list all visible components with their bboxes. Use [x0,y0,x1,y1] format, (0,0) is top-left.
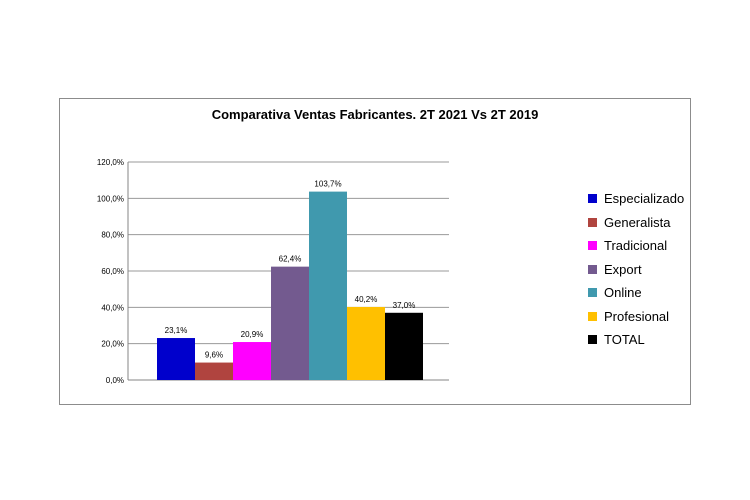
chart-legend: Especializado Generalista Tradicional Expor… [588,187,684,352]
legend-swatch [588,217,597,227]
bar-generalista [195,362,233,380]
legend-swatch [588,335,597,345]
data-label: 23,1% [165,326,188,335]
bar-total [385,312,423,380]
data-label: 103,7% [314,180,341,189]
legend-label: Export [604,261,642,277]
y-tick-label: 60,0% [101,267,124,276]
data-label: 37,0% [393,301,416,310]
bar-export [271,266,309,380]
legend-item: Profesional [588,305,684,329]
bar-chart-plot: 0,0% 20,0% 40,0% 60,0% 80,0% 100,0% 120,0% 23,1… [97,158,449,385]
legend-label: Online [604,285,642,301]
legend-swatch [588,241,597,251]
legend-label: TOTAL [604,332,645,348]
data-label: 9,6% [205,351,223,360]
legend-item: Especializado [588,187,684,211]
legend-label: Profesional [604,308,670,324]
legend-swatch [588,311,597,321]
legend-item: Generalista [588,211,684,235]
chart-title: Comparativa Ventas Fabricantes. 2T 2021 … [211,107,539,122]
legend-swatch [588,194,597,204]
y-tick-label: 0,0% [106,376,124,385]
bar-profesional [347,306,385,380]
bar-online [309,191,347,380]
y-tick-label: 120,0% [97,158,124,167]
legend-item: Tradicional [588,234,684,258]
legend-label: Tradicional [604,238,668,254]
legend-item: Online [588,281,684,305]
y-tick-label: 80,0% [101,231,124,240]
legend-swatch [588,264,597,274]
data-label: 20,9% [241,330,264,339]
legend-label: Especializado [604,191,685,207]
data-label: 62,4% [279,255,302,264]
legend-label: Generalista [604,214,671,230]
chart-frame: Comparativa Ventas Fabricantes. 2T 2021 … [59,98,691,405]
legend-item: TOTAL [588,328,684,352]
legend-swatch [588,288,597,298]
legend-item: Export [588,258,684,282]
bar-tradicional [233,342,271,380]
y-tick-label: 20,0% [101,340,124,349]
data-label: 40,2% [355,295,378,304]
y-tick-label: 40,0% [101,303,124,312]
bar-especializado [157,338,195,380]
y-tick-label: 100,0% [97,194,124,203]
